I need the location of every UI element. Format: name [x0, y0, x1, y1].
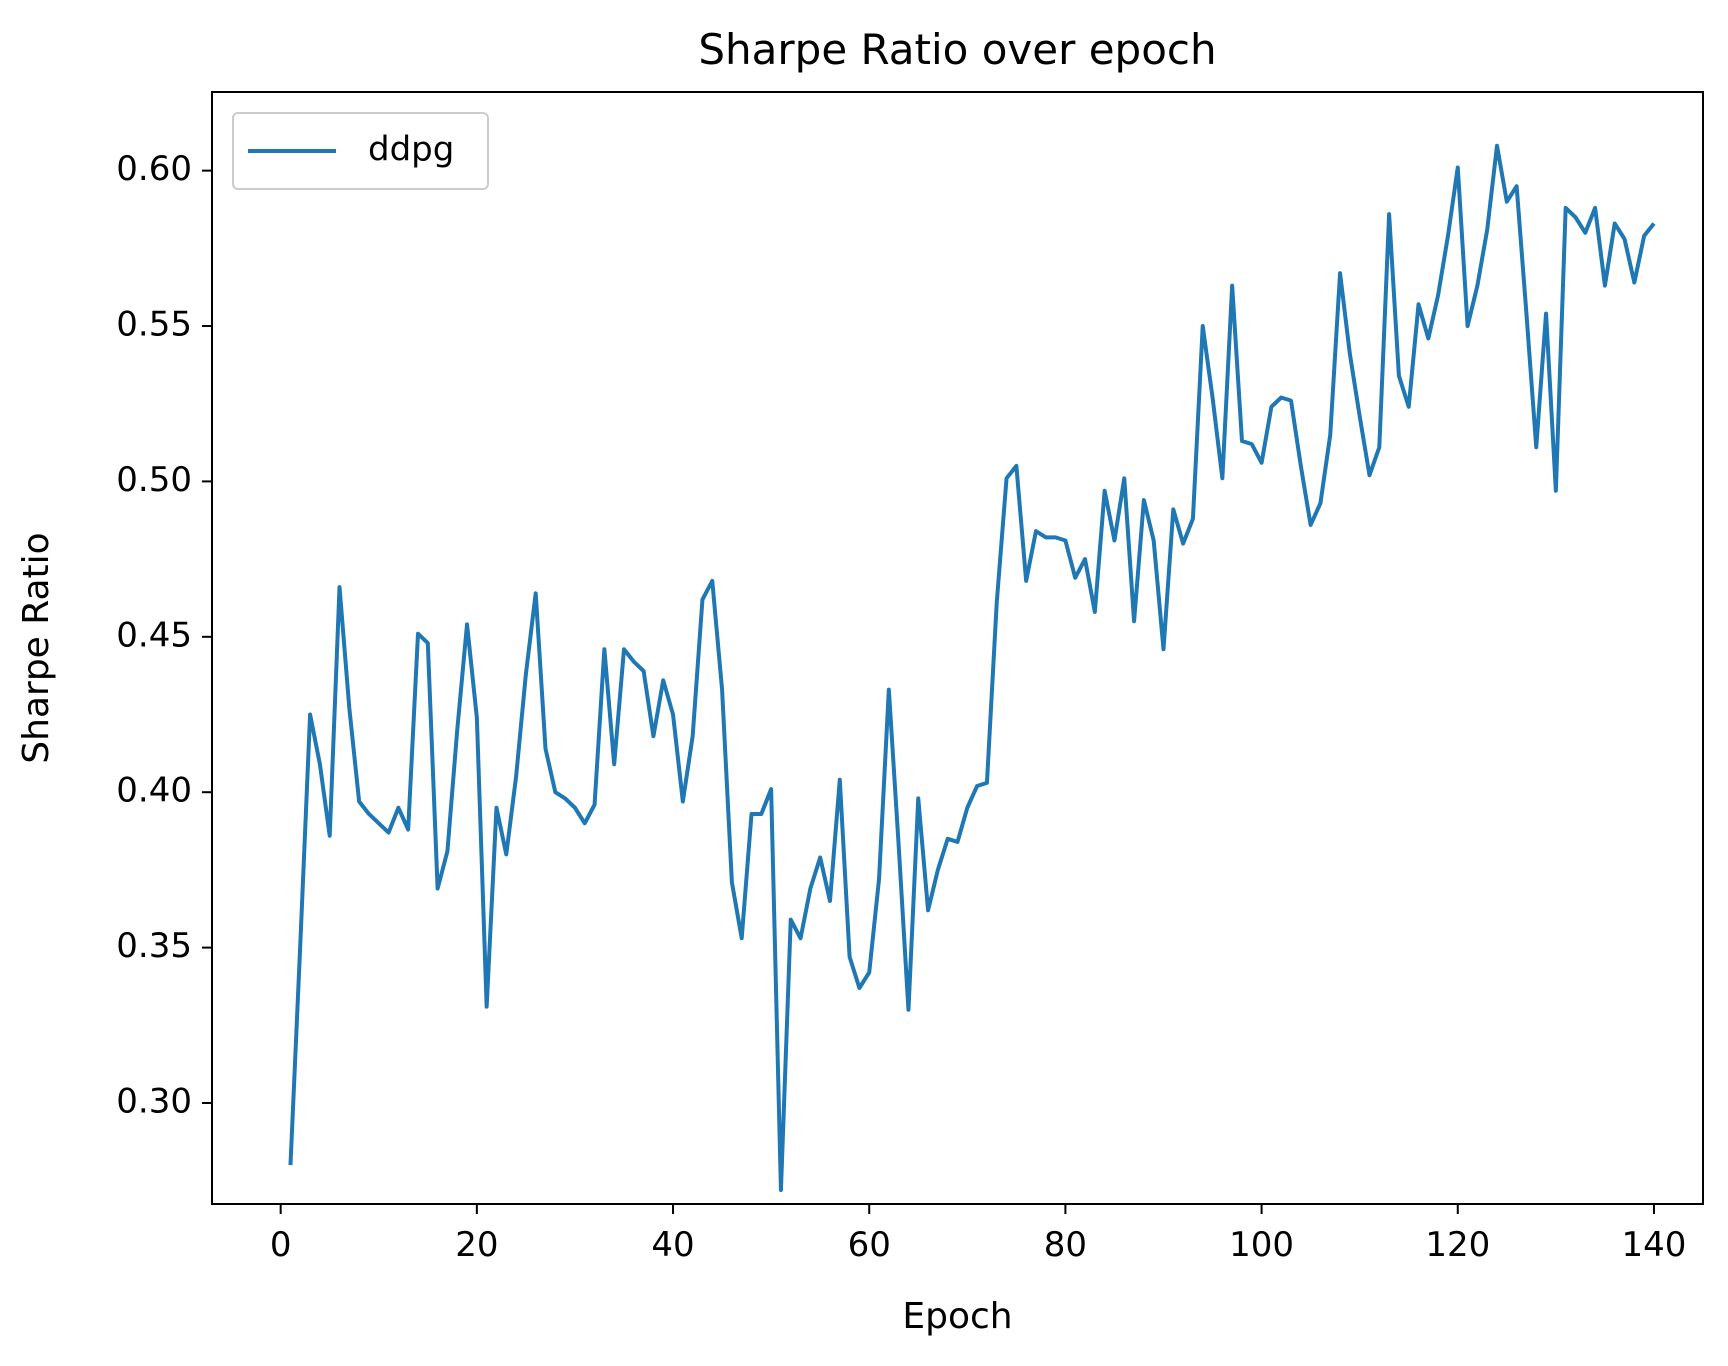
y-tick-label: 0.50: [116, 460, 192, 500]
x-tick-label: 100: [1229, 1225, 1294, 1265]
x-tick-label: 80: [1044, 1225, 1087, 1265]
y-tick-label: 0.55: [116, 305, 192, 345]
x-tick-label: 120: [1425, 1225, 1490, 1265]
y-tick-label: 0.35: [116, 926, 192, 966]
x-tick-label: 60: [848, 1225, 891, 1265]
x-tick-label: 0: [270, 1225, 292, 1265]
y-tick-label: 0.60: [116, 149, 192, 189]
y-tick-label: 0.30: [116, 1081, 192, 1121]
series-layer: [288, 143, 1656, 1193]
series-line-ddpg: [288, 143, 1656, 1193]
y-tick-label: 0.45: [116, 615, 192, 655]
x-tick-label: 40: [651, 1225, 694, 1265]
y-axis-title: Sharpe Ratio: [16, 532, 57, 763]
x-tick-label: 20: [455, 1225, 498, 1265]
x-axis-title: Epoch: [902, 1296, 1012, 1337]
legend-box: [232, 112, 489, 190]
y-tick-label: 0.40: [116, 771, 192, 811]
plot-area-frame: [211, 91, 1704, 1205]
legend-label-ddpg: ddpg: [368, 130, 454, 170]
x-tick-label: 140: [1622, 1225, 1687, 1265]
chart-title: Sharpe Ratio over epoch: [698, 25, 1216, 74]
legend: ddpg: [232, 112, 489, 190]
axis-ticks: 0 20 40 60 80 100 120 140 0.30 0.35 0.40 0.45 0.50 0.…: [116, 149, 1686, 1265]
